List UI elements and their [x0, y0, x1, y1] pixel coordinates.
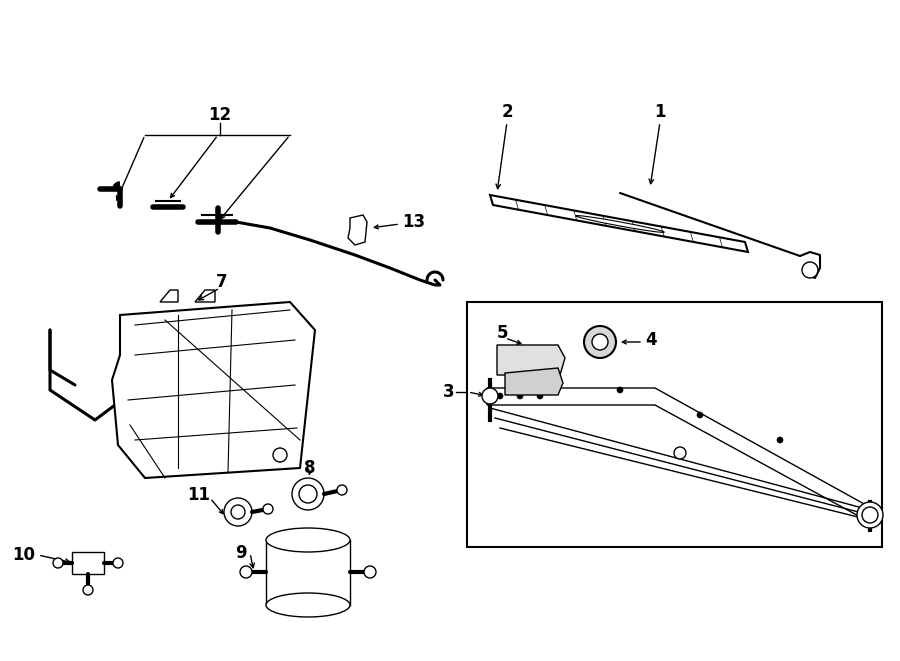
Circle shape	[584, 326, 616, 358]
Text: 1: 1	[654, 103, 666, 121]
Bar	[72, 552, 104, 574]
Polygon shape	[112, 302, 315, 478]
Circle shape	[697, 412, 703, 418]
Text: 3: 3	[443, 383, 454, 401]
Circle shape	[674, 447, 686, 459]
Polygon shape	[497, 345, 565, 375]
Circle shape	[53, 558, 63, 568]
Text: 13: 13	[402, 213, 425, 231]
Circle shape	[337, 485, 347, 495]
Circle shape	[617, 387, 623, 393]
Circle shape	[517, 393, 523, 399]
Circle shape	[592, 334, 608, 350]
Text: 5: 5	[497, 324, 508, 342]
Circle shape	[231, 505, 245, 519]
Circle shape	[364, 566, 376, 578]
Polygon shape	[490, 195, 748, 252]
Text: 7: 7	[216, 273, 228, 291]
Circle shape	[113, 558, 123, 568]
Text: 4: 4	[645, 331, 657, 349]
Text: 12: 12	[209, 106, 231, 124]
Circle shape	[777, 437, 783, 443]
Circle shape	[263, 504, 273, 514]
Circle shape	[299, 485, 317, 503]
Circle shape	[83, 585, 93, 595]
Ellipse shape	[266, 593, 350, 617]
Circle shape	[482, 388, 498, 404]
Circle shape	[292, 478, 324, 510]
Polygon shape	[348, 215, 367, 245]
Circle shape	[862, 507, 878, 523]
Bar	[467, 302, 882, 547]
Circle shape	[224, 498, 252, 526]
Circle shape	[537, 393, 543, 399]
Circle shape	[273, 448, 287, 462]
Text: 10: 10	[12, 546, 35, 564]
Circle shape	[802, 262, 818, 278]
Text: 8: 8	[304, 459, 316, 477]
Circle shape	[497, 393, 503, 399]
Ellipse shape	[266, 528, 350, 552]
Text: 11: 11	[187, 486, 210, 504]
Polygon shape	[505, 368, 563, 395]
Circle shape	[857, 502, 883, 528]
Text: 6: 6	[497, 348, 508, 366]
Text: 2: 2	[501, 103, 513, 121]
Polygon shape	[160, 290, 178, 302]
Ellipse shape	[576, 215, 664, 233]
Polygon shape	[195, 290, 215, 302]
Circle shape	[240, 566, 252, 578]
Polygon shape	[487, 388, 875, 525]
Text: 9: 9	[236, 544, 247, 562]
